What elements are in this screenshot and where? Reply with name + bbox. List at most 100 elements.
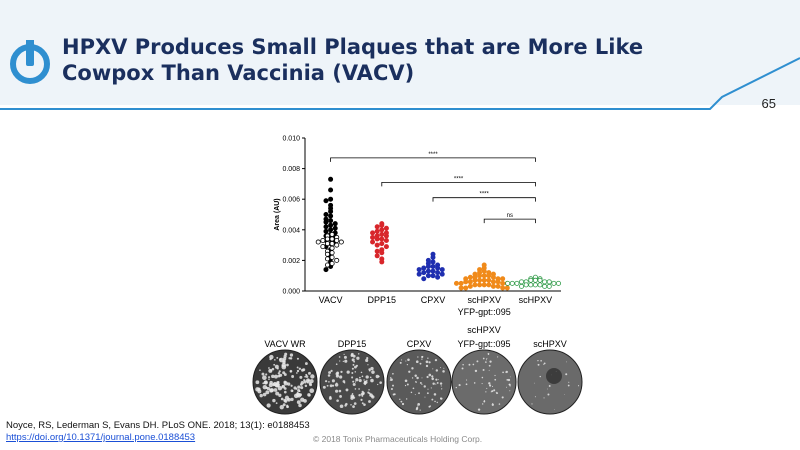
data-point	[334, 257, 340, 263]
plaque-plate	[451, 349, 517, 415]
data-point	[323, 224, 329, 230]
data-point	[430, 273, 436, 279]
data-point	[435, 265, 441, 271]
y-tick-label: 0.002	[282, 258, 300, 265]
significance-label: ****	[480, 192, 490, 198]
data-point	[439, 271, 445, 277]
data-point	[477, 282, 483, 288]
data-point	[555, 280, 561, 286]
data-point	[486, 277, 492, 283]
y-tick-label: 0.008	[282, 166, 300, 173]
data-point	[334, 242, 340, 248]
data-point	[329, 250, 335, 256]
data-point	[379, 236, 385, 242]
data-point	[472, 282, 478, 288]
significance-label: ****	[428, 152, 438, 158]
citation-link[interactable]: https://doi.org/10.1371/journal.pone.018…	[6, 432, 196, 443]
significance-bracket	[381, 181, 536, 187]
data-point	[383, 244, 389, 250]
data-point	[542, 279, 548, 285]
data-point	[383, 225, 389, 231]
data-point	[430, 268, 436, 274]
data-point	[324, 236, 330, 242]
header-divider	[0, 57, 800, 110]
data-point	[528, 277, 534, 283]
data-point	[332, 225, 338, 231]
data-point	[383, 238, 389, 244]
citation: Noyce, RS, Lederman S, Evans DH. PLoS ON…	[6, 420, 310, 444]
data-point	[486, 282, 492, 288]
data-point	[329, 236, 335, 242]
data-point	[532, 282, 538, 288]
data-point	[328, 187, 334, 193]
data-point	[323, 228, 329, 234]
data-point	[458, 280, 464, 286]
data-point	[435, 274, 441, 280]
significance-bracket	[483, 218, 536, 224]
y-tick-label: 0.004	[282, 227, 300, 234]
x-tick-label: VACV	[319, 295, 343, 305]
data-point	[500, 280, 506, 286]
data-point	[332, 221, 338, 227]
data-point	[519, 283, 525, 289]
data-point	[374, 242, 380, 248]
citation-text: Noyce, RS, Lederman S, Evans DH. PLoS ON…	[6, 420, 310, 431]
data-point	[490, 279, 496, 285]
y-tick-label: 0.000	[282, 289, 300, 296]
data-point	[421, 276, 427, 282]
plaque-plate	[319, 349, 385, 415]
data-point	[425, 268, 431, 274]
x-tick-label-line2: YFP-gpt::095	[458, 307, 511, 317]
data-point	[374, 248, 380, 254]
data-point	[477, 277, 483, 283]
data-point	[481, 273, 487, 279]
data-point	[504, 285, 510, 291]
data-point	[537, 282, 543, 288]
data-point	[315, 239, 321, 245]
data-point	[477, 273, 483, 279]
data-point	[374, 228, 380, 234]
data-point	[486, 273, 492, 279]
data-point	[458, 285, 464, 291]
data-point	[370, 239, 376, 245]
power-icon	[10, 34, 50, 84]
scatter-chart: 0.000 0.002 0.004 0.006 0.008 0.010 Area (AU) V…	[274, 136, 561, 317]
data-point	[421, 270, 427, 276]
data-point	[481, 268, 487, 274]
data-point	[328, 196, 334, 202]
data-point	[481, 277, 487, 283]
data-point	[329, 245, 335, 251]
data-point	[467, 274, 473, 280]
data-point	[379, 241, 385, 247]
data-point	[509, 280, 515, 286]
data-point	[383, 233, 389, 239]
header-band	[0, 0, 800, 105]
data-point	[323, 219, 329, 225]
data-point	[324, 256, 330, 262]
data-point	[481, 282, 487, 288]
data-point	[425, 264, 431, 270]
data-point	[374, 236, 380, 242]
y-tick-label: 0.010	[282, 136, 300, 143]
data-point	[323, 267, 329, 273]
slide-title: HPXV Produces Small Plaques that are Mor…	[62, 35, 644, 85]
data-point	[328, 208, 334, 214]
data-point	[329, 254, 335, 260]
significance-label: ns	[507, 213, 513, 219]
plaque-label: CPXV	[407, 339, 432, 349]
data-point	[505, 280, 511, 286]
figure-panel: 0.000 0.002 0.004 0.006 0.008 0.010 Area (AU) V…	[245, 125, 585, 445]
plaque-plate	[386, 349, 452, 415]
data-point	[463, 279, 469, 285]
data-point	[495, 279, 501, 285]
data-point	[323, 198, 329, 204]
data-point	[374, 253, 380, 259]
data-point	[472, 277, 478, 283]
data-point	[528, 282, 534, 288]
data-point	[532, 277, 538, 283]
data-point	[551, 280, 557, 286]
plaque-label: VACV WR	[264, 339, 306, 349]
data-point	[500, 285, 506, 291]
data-point	[379, 259, 385, 265]
